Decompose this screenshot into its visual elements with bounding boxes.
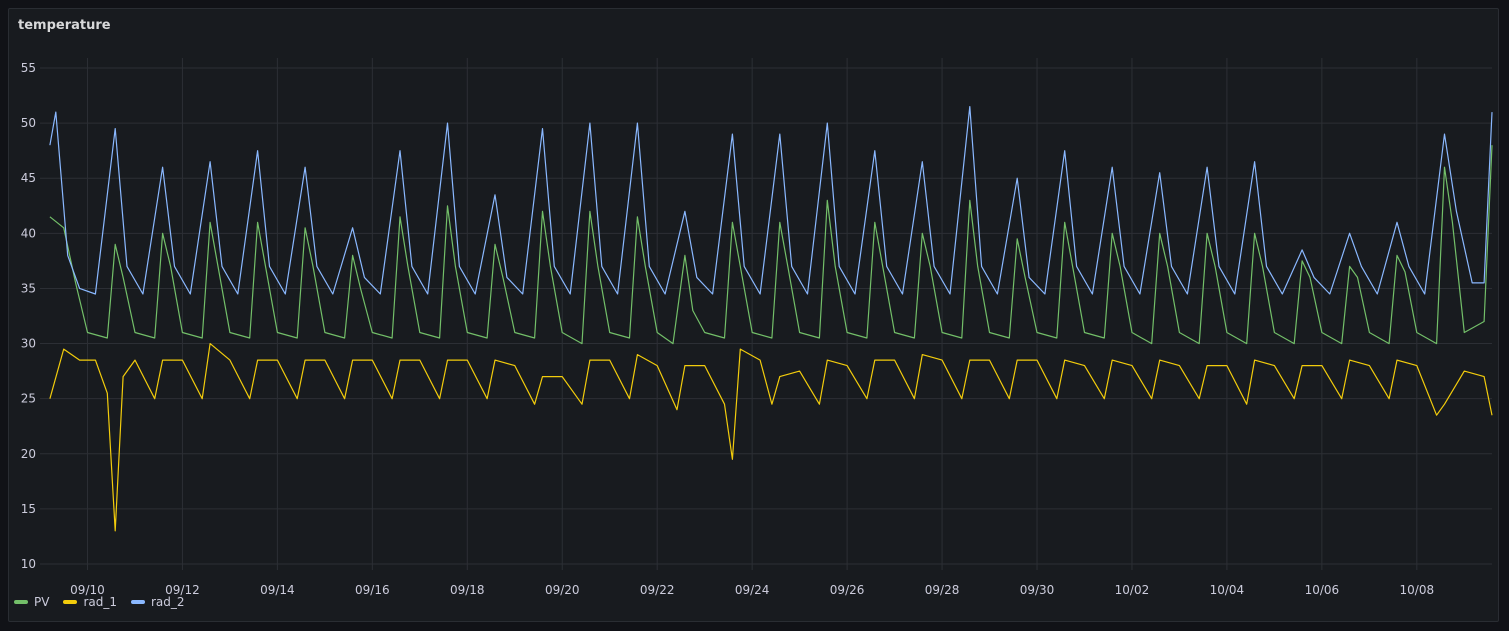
series-line-rad-2[interactable]: [49, 106, 1493, 295]
y-tick-label: 15: [21, 502, 36, 516]
x-tick-label: 10/02: [1115, 583, 1150, 597]
legend-swatch-rad-2: [131, 600, 145, 604]
series-line-rad-1[interactable]: [49, 343, 1493, 532]
x-tick-label: 09/24: [735, 583, 770, 597]
legend: PV rad_1 rad_2: [14, 595, 185, 609]
legend-label-pv: PV: [34, 595, 50, 609]
legend-swatch-pv: [14, 600, 28, 604]
x-tick-label: 09/20: [545, 583, 580, 597]
y-tick-label: 20: [21, 447, 36, 461]
y-tick-label: 55: [21, 61, 36, 75]
legend-swatch-rad-1: [63, 600, 78, 604]
x-tick-label: 09/10: [70, 583, 105, 597]
legend-item-rad-2[interactable]: rad_2: [131, 595, 185, 609]
x-axis: 09/10 09/12 09/14 09/16 09/18 09/20 09/22 09/24…: [70, 583, 1434, 597]
series-lines[interactable]: [49, 106, 1493, 532]
x-tick-label: 09/26: [830, 583, 865, 597]
x-tick-label: 10/04: [1210, 583, 1245, 597]
y-tick-label: 25: [21, 392, 36, 406]
x-tick-label: 09/22: [640, 583, 675, 597]
y-tick-label: 10: [21, 557, 36, 571]
legend-label-rad-2: rad_2: [151, 595, 185, 609]
y-tick-label: 45: [21, 171, 36, 185]
y-tick-label: 40: [21, 226, 36, 240]
chart-panel: temperature: [8, 8, 1499, 622]
x-tick-label: 09/12: [165, 583, 200, 597]
grid-lines: [40, 58, 1492, 570]
x-tick-label: 09/30: [1020, 583, 1055, 597]
panel-title: temperature: [18, 18, 111, 33]
x-tick-label: 09/16: [355, 583, 390, 597]
y-tick-label: 50: [21, 116, 36, 130]
legend-item-rad-1[interactable]: rad_1: [63, 595, 117, 609]
x-tick-label: 09/28: [925, 583, 960, 597]
y-tick-label: 35: [21, 281, 36, 295]
series-line-pv[interactable]: [49, 145, 1493, 345]
y-tick-label: 30: [21, 337, 36, 351]
x-tick-label: 09/14: [260, 583, 295, 597]
x-tick-label: 09/18: [450, 583, 485, 597]
legend-item-pv[interactable]: PV: [14, 595, 49, 609]
x-tick-label: 10/08: [1400, 583, 1435, 597]
x-tick-label: 10/06: [1305, 583, 1340, 597]
y-axis: 10 15 20 25 30 35 40 45 50 55: [21, 61, 36, 571]
legend-label-rad-1: rad_1: [83, 595, 117, 609]
